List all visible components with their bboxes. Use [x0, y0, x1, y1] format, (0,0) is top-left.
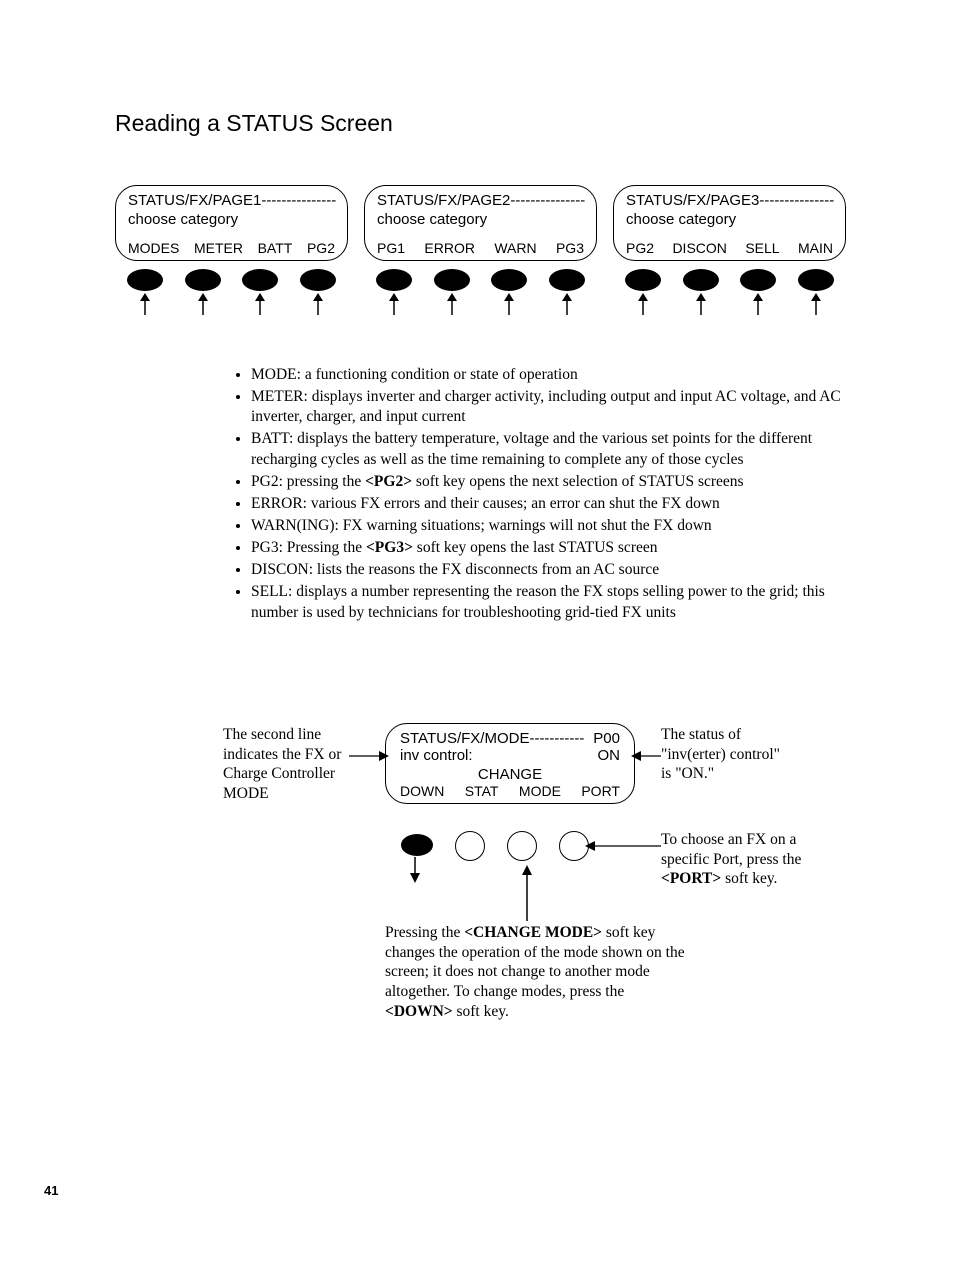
list-item: WARN(ING): FX warning situations; warnin… [251, 516, 845, 536]
softkey-label: SELL [745, 240, 779, 256]
list-item: SELL: displays a number representing the… [251, 582, 845, 622]
softkey-label: WARN [494, 240, 536, 256]
softkey-button[interactable] [683, 269, 719, 291]
section-heading: Reading a STATUS Screen [115, 110, 894, 137]
up-arrow-icon [196, 291, 210, 315]
softkey-button[interactable] [300, 269, 336, 291]
softkey-label: STAT [465, 783, 499, 799]
lcd-button-labels: PG2 DISCON SELL MAIN [626, 240, 833, 256]
softkey-label: PG2 [626, 240, 654, 256]
softkey-label: PG3 [556, 240, 584, 256]
arrow-right-icon [349, 749, 389, 763]
softkey-label: MAIN [798, 240, 833, 256]
list-item: PG2: pressing the <PG2> soft key opens t… [251, 472, 845, 492]
list-item: MODE: a functioning condition or state o… [251, 365, 845, 385]
mode-diagram: The second line indicates the FX or Char… [115, 723, 894, 1053]
list-item: METER: displays inverter and charger act… [251, 387, 845, 427]
lcd-line: STATUS/FX/PAGE1--------------- [128, 192, 335, 209]
list-item: ERROR: various FX errors and their cause… [251, 494, 845, 514]
lcd-line: inv control: [400, 747, 473, 764]
lcd-line: choose category [128, 211, 335, 228]
softkey-label: DISCON [672, 240, 726, 256]
softkey-label: PG1 [377, 240, 405, 256]
softkey-button[interactable] [455, 831, 485, 861]
lcd-button-labels: MODES METER BATT PG2 [128, 240, 335, 256]
callout-bottom: Pressing the <CHANGE MODE> soft key chan… [385, 923, 695, 1022]
up-arrow-icon [253, 291, 267, 315]
lcd-column: STATUS/FX/PAGE1--------------- choose ca… [115, 185, 348, 315]
softkey-button[interactable] [185, 269, 221, 291]
down-arrow-icon [408, 857, 422, 883]
softkey-button[interactable] [507, 831, 537, 861]
lcd-status-value: ON [598, 747, 621, 764]
lcd-line: STATUS/FX/PAGE2--------------- [377, 192, 584, 209]
arrow-left-icon [631, 749, 661, 763]
softkey-button[interactable] [625, 269, 661, 291]
softkey-button[interactable] [242, 269, 278, 291]
lcd-line: CHANGE [400, 766, 620, 783]
callout-right-mid: To choose an FX on a specific Port, pres… [661, 830, 821, 889]
softkey-label: MODE [519, 783, 561, 799]
lcd-column: STATUS/FX/PAGE2--------------- choose ca… [364, 185, 597, 315]
up-arrow-icon [138, 291, 152, 315]
softkey-label: DOWN [400, 783, 444, 799]
lcd-line: choose category [626, 211, 833, 228]
up-arrow-icon [751, 291, 765, 315]
softkey-label: ERROR [424, 240, 475, 256]
softkey-button[interactable] [127, 269, 163, 291]
softkey-label: METER [194, 240, 243, 256]
lcd-mode-screen: STATUS/FX/MODE----------- P00 inv contro… [385, 723, 635, 804]
definitions-list: MODE: a functioning condition or state o… [233, 365, 845, 623]
lcd-line: STATUS/FX/MODE----------- [400, 730, 584, 747]
list-item: DISCON: lists the reasons the FX disconn… [251, 560, 845, 580]
up-arrow-icon [445, 291, 459, 315]
list-item: PG3: Pressing the <PG3> soft key opens t… [251, 538, 845, 558]
up-arrow-icon [387, 291, 401, 315]
up-arrow-icon [560, 291, 574, 315]
softkey-button[interactable] [376, 269, 412, 291]
page-number: 41 [44, 1183, 58, 1198]
softkey-button[interactable] [401, 834, 433, 856]
softkey-button[interactable] [740, 269, 776, 291]
lcd-line: STATUS/FX/PAGE3--------------- [626, 192, 833, 209]
up-arrow-icon [520, 865, 534, 921]
lcd-screen: STATUS/FX/PAGE3--------------- choose ca… [613, 185, 846, 261]
up-arrow-icon [809, 291, 823, 315]
lcd-button-labels: PG1 ERROR WARN PG3 [377, 240, 584, 256]
softkey-label: BATT [258, 240, 293, 256]
callout-left: The second line indicates the FX or Char… [223, 725, 353, 804]
softkey-button[interactable] [549, 269, 585, 291]
arrow-left-icon [585, 839, 661, 853]
callout-right-top: The status of "inv(erter) control" is "O… [661, 725, 791, 784]
softkey-button[interactable] [798, 269, 834, 291]
softkey-button[interactable] [491, 269, 527, 291]
softkey-label: MODES [128, 240, 179, 256]
up-arrow-icon [502, 291, 516, 315]
up-arrow-icon [636, 291, 650, 315]
up-arrow-icon [694, 291, 708, 315]
up-arrow-icon [311, 291, 325, 315]
softkey-label: PG2 [307, 240, 335, 256]
lcd-screen: STATUS/FX/PAGE1--------------- choose ca… [115, 185, 348, 261]
lcd-port: P00 [587, 730, 620, 747]
list-item: BATT: displays the battery temperature, … [251, 429, 845, 469]
lcd-screen: STATUS/FX/PAGE2--------------- choose ca… [364, 185, 597, 261]
softkey-label: PORT [581, 783, 620, 799]
softkey-button[interactable] [434, 269, 470, 291]
lcd-line: choose category [377, 211, 584, 228]
lcd-row: STATUS/FX/PAGE1--------------- choose ca… [115, 185, 894, 315]
lcd-column: STATUS/FX/PAGE3--------------- choose ca… [613, 185, 846, 315]
